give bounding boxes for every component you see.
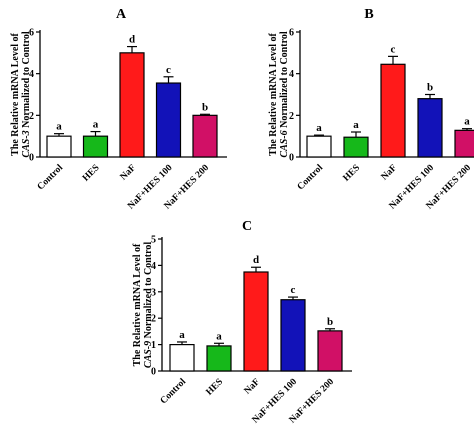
y-tick-label: 1 bbox=[151, 340, 156, 351]
significance-letter: c bbox=[391, 43, 396, 55]
significance-letter: b bbox=[202, 101, 208, 113]
significance-letter: d bbox=[129, 34, 135, 46]
y-axis-label-line1: The Relative mRNA Level of bbox=[268, 32, 279, 155]
panel-letter: C bbox=[242, 219, 252, 234]
bar-hes bbox=[343, 136, 369, 158]
bar-naf bbox=[119, 52, 145, 158]
category-label: NaF bbox=[380, 163, 400, 183]
y-axis-label-gene: CAS-9 bbox=[143, 341, 154, 368]
bar-naf-hes-100 bbox=[280, 299, 306, 372]
category-label: NaF bbox=[119, 163, 139, 183]
y-axis-label-line2: Normalized to Control bbox=[143, 242, 154, 341]
chart-panel-c: C The Relative mRNA Level ofCAS-9 Normali… bbox=[132, 219, 352, 425]
y-tick-label: 4 bbox=[289, 69, 294, 80]
y-tick-label: 4 bbox=[29, 69, 34, 80]
category-label: Control bbox=[159, 377, 189, 407]
bar-naf bbox=[380, 63, 406, 158]
category-label: HES bbox=[205, 377, 226, 398]
y-axis-label-gene: CAS-3 bbox=[21, 130, 32, 157]
significance-letter: c bbox=[291, 284, 296, 296]
bar-control bbox=[306, 135, 332, 158]
bar-hes bbox=[82, 135, 109, 158]
significance-letter: c bbox=[166, 64, 171, 76]
chart-panel-a: A The Relative mRNA Level ofCAS-3 Normali… bbox=[10, 7, 227, 211]
category-label: HES bbox=[342, 163, 363, 184]
bar-hes bbox=[206, 345, 232, 372]
y-tick-label: 2 bbox=[29, 111, 34, 122]
category-label: HES bbox=[81, 163, 102, 184]
bar-naf-hes-200 bbox=[317, 330, 343, 372]
y-axis-label: The Relative mRNA Level ofCAS-3 Normaliz… bbox=[10, 31, 32, 157]
y-axis-label-line1: The Relative mRNA Level of bbox=[10, 32, 21, 155]
bar-control bbox=[46, 135, 72, 158]
significance-letter: a bbox=[179, 329, 185, 341]
significance-letter: a bbox=[316, 122, 322, 134]
bar-control bbox=[169, 344, 195, 372]
category-label: Control bbox=[36, 163, 66, 193]
significance-letter: a bbox=[56, 121, 62, 133]
category-label: NaF bbox=[243, 377, 263, 397]
y-axis-label: The Relative mRNA Level ofCAS-6 Normaliz… bbox=[268, 31, 290, 157]
significance-letter: a bbox=[464, 116, 470, 128]
significance-letter: d bbox=[253, 254, 259, 266]
category-label: Control bbox=[296, 163, 326, 193]
panel-letter: B bbox=[364, 7, 373, 22]
significance-letter: a bbox=[216, 330, 222, 342]
y-tick-label: 0 bbox=[151, 367, 156, 378]
bar-naf bbox=[243, 271, 269, 372]
significance-letter: b bbox=[427, 82, 433, 94]
chart-panel-b: B The Relative mRNA Level ofCAS-6 Normali… bbox=[268, 7, 474, 211]
y-tick-label: 5 bbox=[151, 235, 156, 246]
y-tick-label: 0 bbox=[29, 153, 34, 164]
significance-letter: a bbox=[353, 119, 359, 131]
significance-letter: b bbox=[327, 316, 333, 328]
y-tick-label: 2 bbox=[289, 111, 294, 122]
y-axis-label-line2: Normalized to Control bbox=[21, 31, 32, 130]
y-tick-label: 6 bbox=[289, 28, 294, 39]
y-tick-label: 4 bbox=[151, 261, 156, 272]
bar-naf-hes-100 bbox=[417, 98, 443, 158]
significance-letter: a bbox=[93, 119, 99, 131]
y-tick-label: 2 bbox=[151, 314, 156, 325]
y-tick-label: 3 bbox=[151, 287, 156, 298]
bar-naf-hes-200 bbox=[454, 129, 474, 158]
y-axis-label: The Relative mRNA Level ofCAS-9 Normaliz… bbox=[132, 242, 154, 368]
panel-letter: A bbox=[116, 7, 127, 22]
y-tick-label: 6 bbox=[29, 28, 34, 39]
y-axis-label-line2: Normalized to Control bbox=[279, 31, 290, 130]
bar-naf-hes-100 bbox=[155, 82, 182, 158]
bar-naf-hes-200 bbox=[192, 114, 218, 158]
y-tick-label: 0 bbox=[289, 153, 294, 164]
y-axis-label-gene: CAS-6 bbox=[279, 130, 290, 157]
y-axis-label-line1: The Relative mRNA Level of bbox=[132, 243, 143, 366]
